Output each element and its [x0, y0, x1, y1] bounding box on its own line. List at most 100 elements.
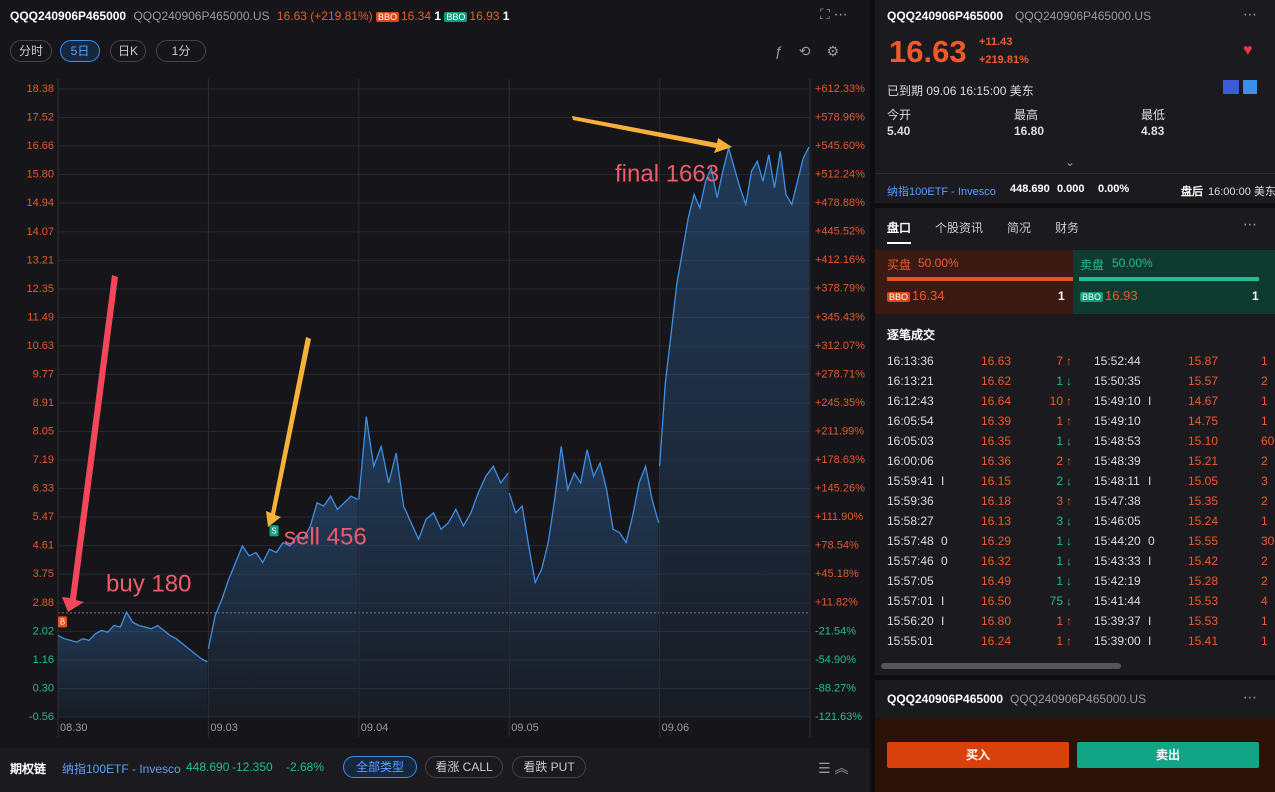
tab[interactable]: 日K: [110, 40, 146, 62]
trade-dir: ↓: [1066, 574, 1072, 588]
trade-time: 15:42:19: [1094, 574, 1141, 588]
y2-tick-label: +512.24%: [815, 169, 865, 181]
underlying-price: 448.690: [186, 760, 230, 774]
header: QQQ240906P465000 QQQ240906P465000.US 16.…: [10, 9, 509, 23]
y-tick-label: 3.75: [33, 568, 54, 580]
trade-size: 3: [1056, 494, 1063, 508]
trade-time: 15:52:44: [1094, 354, 1141, 368]
trade-marker: [58, 616, 67, 628]
trade-size: 1: [1056, 614, 1063, 628]
bid-size: 1: [434, 9, 442, 23]
ask-size: 1: [1252, 289, 1259, 303]
y2-tick-label: +378.79%: [815, 283, 865, 295]
y-tick-label: 16.66: [26, 140, 54, 152]
tab[interactable]: 5日: [60, 40, 100, 62]
y2-tick-label: +11.82%: [815, 597, 858, 609]
trade-time: 15:41:44: [1094, 594, 1141, 608]
trade-price: 15.42: [1188, 554, 1219, 568]
trade-size: 1: [1261, 634, 1268, 648]
filter[interactable]: 看涨 CALL: [425, 756, 503, 778]
trade-time: 16:13:21: [887, 374, 934, 388]
more[interactable]: ⋯: [1243, 6, 1257, 22]
ask: 16.93: [1105, 288, 1138, 303]
tab[interactable]: 财务: [1055, 221, 1080, 235]
trade-time: 15:39:37: [1094, 614, 1141, 628]
tab[interactable]: 1分: [156, 40, 206, 62]
price-line: [207, 494, 359, 649]
trade-price: 16.80: [981, 614, 1012, 628]
trade-size: 2: [1261, 554, 1268, 568]
full-symbol: QQQ240906P465000.US: [1010, 692, 1147, 706]
area: [358, 416, 509, 717]
price-line: [658, 145, 810, 467]
stat-label: 最高: [1014, 108, 1039, 122]
trade-size: 1: [1056, 634, 1063, 648]
y2-tick-label: +78.54%: [815, 540, 859, 552]
tab[interactable]: 简况: [1007, 221, 1032, 235]
favorite[interactable]: ♥: [1243, 42, 1253, 59]
bar-icons[interactable]: ☰ ︽: [818, 760, 849, 776]
sell-arrow: [266, 337, 311, 527]
y-tick-label: 14.94: [26, 197, 54, 209]
trade-time: 15:49:10: [1094, 414, 1141, 428]
y2-tick-label: +145.26%: [815, 483, 865, 495]
x-tick-label: 09.04: [361, 722, 389, 734]
session: 盘后: [1181, 186, 1203, 198]
y2-tick-label: +45.18%: [815, 568, 859, 580]
symbol: QQQ240906P465000: [887, 9, 1004, 23]
y2-tick-label: -54.90%: [815, 654, 856, 666]
trade-price: 16.62: [981, 374, 1012, 388]
trades-title: 逐笔成交: [887, 328, 936, 342]
trade-price: 16.24: [981, 634, 1012, 648]
tab[interactable]: 分时: [10, 40, 52, 62]
trade-size: 1: [1056, 434, 1063, 448]
more[interactable]: ⋯: [1243, 216, 1257, 232]
price-line: [508, 446, 660, 585]
trade-dir: ↑: [1066, 414, 1072, 428]
trade-size: 2: [1261, 494, 1268, 508]
trade-time: 15:57:05: [887, 574, 934, 588]
tab[interactable]: 盘口: [887, 219, 912, 244]
scrollbar[interactable]: [881, 663, 1121, 669]
x-tick-label: 09.05: [511, 722, 539, 734]
underlying[interactable]: 纳指100ETF - Invesco: [62, 762, 181, 776]
tool-icons[interactable]: ƒ⟲⚙: [775, 43, 856, 59]
expand[interactable]: ⌄: [1065, 155, 1076, 169]
underlying-pct: -2.68%: [286, 760, 325, 774]
trade-price: 15.24: [1188, 514, 1219, 528]
buy-button[interactable]: 买入: [887, 742, 1069, 768]
bbo-tag: BBO: [887, 292, 911, 302]
y2-tick-label: -21.54%: [815, 625, 856, 637]
sell-button[interactable]: 卖出: [1077, 742, 1259, 768]
trade-price: 16.63: [981, 354, 1012, 368]
area: [659, 147, 809, 717]
y2-tick-label: -88.27%: [815, 682, 856, 694]
bottom-title: 期权链: [10, 762, 47, 776]
trade-size: 75: [1049, 594, 1063, 608]
quote-change: +11.43: [979, 36, 1013, 48]
y2-tick-label: +412.16%: [815, 254, 865, 266]
more[interactable]: ⋯: [1243, 689, 1257, 705]
trade-price: 16.18: [981, 494, 1012, 508]
trade-time: 15:47:38: [1094, 494, 1141, 508]
filter[interactable]: 全部类型: [343, 756, 417, 778]
trade-flag: I: [1148, 394, 1152, 408]
y-tick-label: 1.16: [33, 654, 54, 666]
window-icons[interactable]: ⛶ ⋯: [820, 6, 848, 22]
trade-flag: 0: [941, 554, 948, 568]
trade-size: 30: [1261, 534, 1275, 548]
trade-size: 1: [1056, 554, 1063, 568]
y2-tick-label: +211.99%: [815, 425, 864, 437]
y2-tick-label: +612.33%: [815, 83, 865, 95]
bid-label: 买盘: [887, 258, 912, 272]
trade-price: 15.05: [1188, 474, 1219, 488]
tab[interactable]: 个股资讯: [935, 221, 984, 235]
trade-time: 15:43:33: [1094, 554, 1141, 568]
filter[interactable]: 看跌 PUT: [512, 756, 586, 778]
price-line: [57, 610, 208, 663]
bbo-tag: BBO: [375, 12, 399, 22]
trade-price: 16.39: [981, 414, 1012, 428]
bbo-tag: BBO: [444, 12, 468, 22]
y-tick-label: -0.56: [29, 711, 54, 723]
underlying[interactable]: 纳指100ETF - Invesco: [887, 186, 996, 198]
